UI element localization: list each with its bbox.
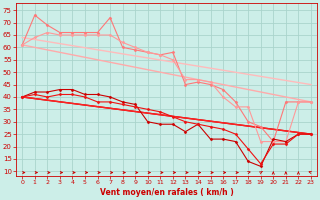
X-axis label: Vent moyen/en rafales ( km/h ): Vent moyen/en rafales ( km/h ) <box>100 188 234 197</box>
